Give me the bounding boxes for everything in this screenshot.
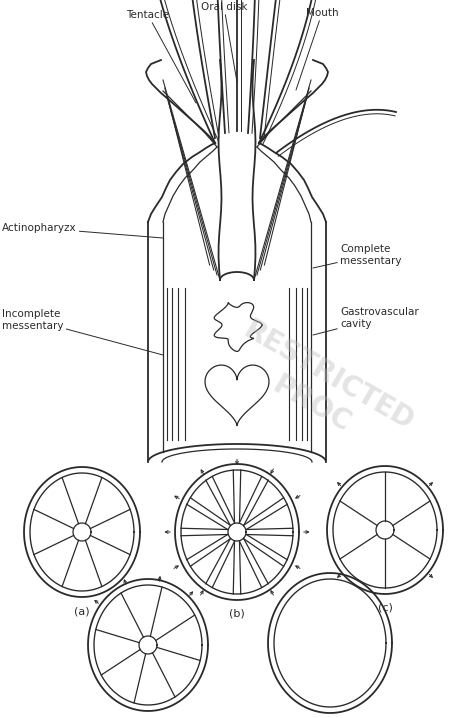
Text: Mouth: Mouth [296,8,338,90]
Text: Actinopharyzx: Actinopharyzx [2,223,163,238]
Text: (c): (c) [378,603,392,613]
Text: Oral disk: Oral disk [201,2,247,82]
Text: (b): (b) [229,609,245,619]
Text: Complete
messentary: Complete messentary [313,244,401,268]
Text: Gastrovascular
cavity: Gastrovascular cavity [313,307,419,335]
Text: Tentacle: Tentacle [127,10,196,103]
Text: RESTRICTED
PROC: RESTRICTED PROC [222,316,418,464]
Text: Incomplete
messentary: Incomplete messentary [2,309,163,355]
Text: (a): (a) [74,606,90,616]
